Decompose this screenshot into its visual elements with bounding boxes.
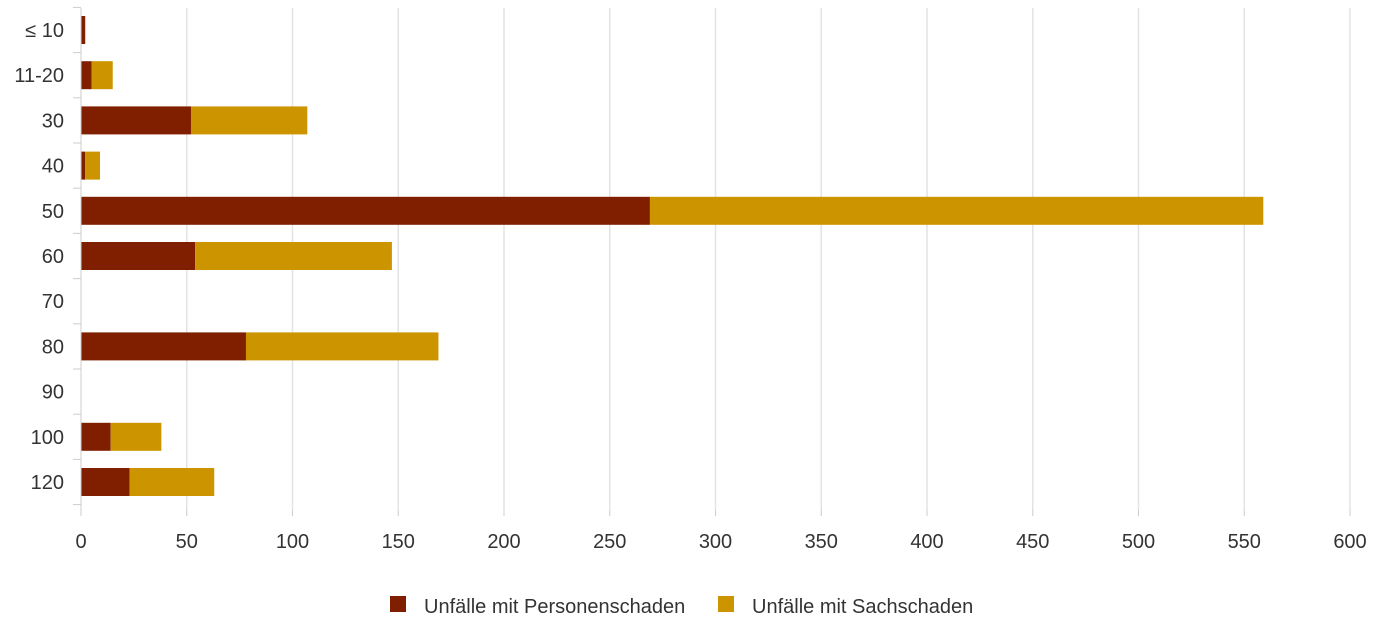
bar-personenschaden: [81, 61, 92, 90]
bar-sachschaden: [91, 61, 113, 90]
legend-label: Unfälle mit Personenschaden: [424, 596, 685, 618]
bar-sachschaden: [190, 106, 308, 135]
y-tick-label: 40: [42, 156, 64, 178]
y-tick-label: ≤ 10: [25, 20, 64, 42]
bar-personenschaden: [81, 468, 130, 496]
axes: 0 50 100 150 200 250 300 350 400 450 500 550 600 ≤ 10…: [14, 6, 1367, 553]
bar-sachschaden: [649, 196, 1264, 225]
y-tick-label: 11-20: [14, 65, 64, 87]
x-tick-label: 0: [75, 531, 86, 553]
x-tick-label: 400: [910, 531, 943, 553]
x-tick-label: 150: [382, 531, 415, 553]
bars: [81, 16, 1264, 496]
bar-sachschaden: [129, 468, 215, 496]
x-tick-label: 100: [276, 531, 309, 553]
bar-personenschaden: [81, 332, 246, 361]
y-tick-label: 50: [42, 201, 64, 223]
y-tick-label: 60: [42, 246, 64, 268]
y-tick-label: 120: [31, 472, 64, 494]
bar-personenschaden: [81, 151, 86, 180]
y-tick-label: 100: [31, 427, 64, 449]
x-tick-label: 250: [593, 531, 626, 553]
y-tick-label: 90: [42, 382, 64, 404]
legend: Unfälle mit Personenschaden Unfälle mit S…: [390, 596, 973, 618]
y-tick-label: 70: [42, 291, 64, 313]
x-tick-label: 600: [1333, 531, 1366, 553]
bar-sachschaden: [195, 242, 392, 270]
grid-lines: [186, 8, 1351, 510]
legend-label: Unfälle mit Sachschaden: [752, 596, 973, 618]
x-tick-label: 350: [805, 531, 838, 553]
x-tick-label: 300: [699, 531, 732, 553]
x-tick-label: 500: [1122, 531, 1155, 553]
x-tick-label: 450: [1016, 531, 1049, 553]
legend-swatch: [390, 596, 406, 612]
x-tick-label: 50: [176, 531, 198, 553]
x-tick-label: 550: [1228, 531, 1261, 553]
bar-personenschaden: [81, 242, 196, 270]
y-tick-label: 30: [42, 110, 64, 132]
bar-personenschaden: [81, 16, 86, 44]
y-tick-label: 80: [42, 336, 64, 358]
bar-personenschaden: [81, 196, 650, 225]
bar-sachschaden: [110, 422, 162, 451]
bar-personenschaden: [81, 106, 191, 135]
x-tick-label: 200: [487, 531, 520, 553]
bar-sachschaden: [85, 151, 101, 180]
bar-sachschaden: [245, 332, 439, 361]
legend-swatch: [718, 596, 734, 612]
bar-personenschaden: [81, 422, 111, 451]
